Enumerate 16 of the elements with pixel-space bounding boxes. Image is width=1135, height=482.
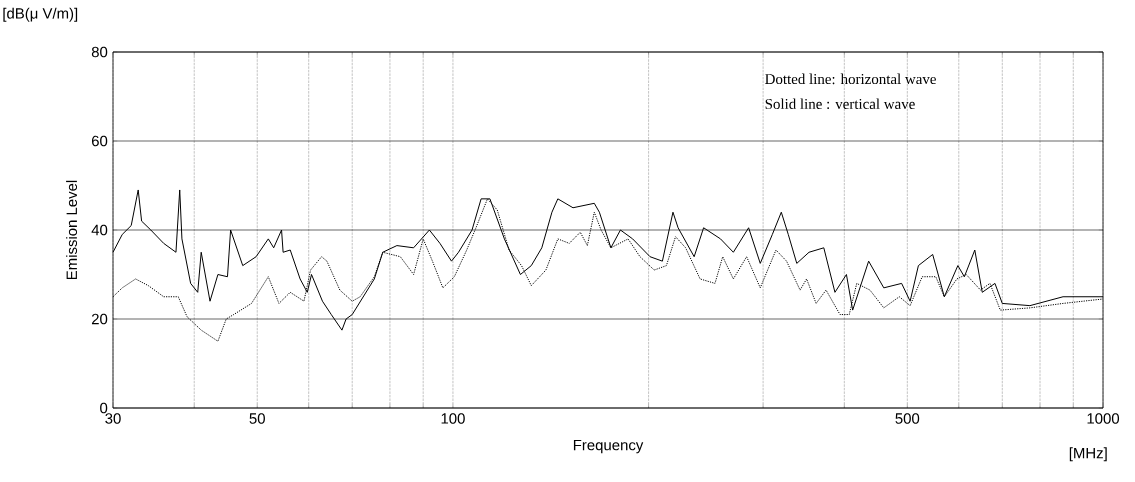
x-tick-label: 500 [895, 413, 920, 424]
y-tick-label: 60 [91, 135, 108, 147]
annotation: Dotted line: horizontal wave [765, 73, 936, 85]
text: [dB(μ V/m)] [3, 7, 78, 22]
x-tick-label: 50 [249, 413, 265, 424]
y-tick-label: 40 [91, 224, 108, 236]
annotation: Solid line : vertical wave [765, 98, 915, 110]
x-axis-title: Frequency [573, 439, 644, 454]
x-tick-label: 1000 [1087, 413, 1120, 424]
x-tick-label: 30 [105, 413, 121, 424]
y-tick-label: 0 [100, 402, 108, 414]
y-tick-label: 20 [91, 313, 108, 325]
text: [MHz] [1069, 447, 1107, 462]
y-axis-title: Emission Level [66, 180, 78, 280]
y-tick-label: 80 [91, 46, 108, 58]
x-tick-label: 100 [441, 413, 465, 424]
